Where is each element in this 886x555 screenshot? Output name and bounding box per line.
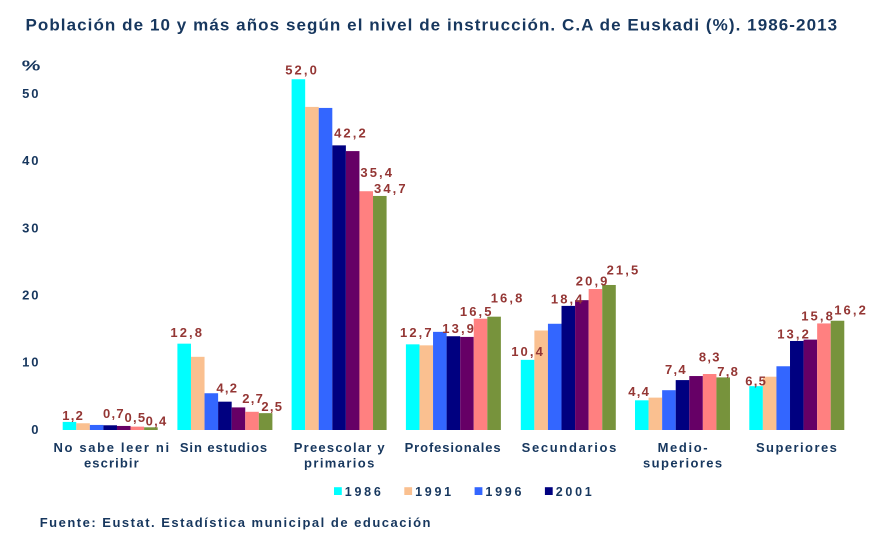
- svg-text:50: 50: [22, 86, 38, 101]
- svg-text:30: 30: [22, 220, 38, 235]
- svg-text:4,4: 4,4: [628, 384, 649, 399]
- svg-text:0,5: 0,5: [125, 410, 146, 425]
- svg-text:16,5: 16,5: [460, 304, 492, 319]
- svg-text:21,5: 21,5: [607, 263, 639, 278]
- svg-text:Preescolar y: Preescolar y: [294, 440, 386, 455]
- svg-text:0: 0: [31, 422, 38, 437]
- svg-text:7,8: 7,8: [717, 364, 738, 379]
- svg-text:1,2: 1,2: [62, 408, 83, 423]
- svg-text:18,4: 18,4: [551, 291, 583, 306]
- svg-text:0,4: 0,4: [146, 413, 167, 428]
- svg-text:No sabe leer ni: No sabe leer ni: [53, 440, 169, 455]
- svg-text:0,7: 0,7: [103, 406, 124, 421]
- svg-text:10: 10: [22, 355, 38, 370]
- svg-text:Población de 10 y más años se: Población de 10 y más años según el nive…: [26, 16, 838, 35]
- svg-text:34,7: 34,7: [374, 181, 406, 196]
- svg-text:52,0: 52,0: [285, 63, 317, 78]
- svg-text:15,8: 15,8: [801, 309, 833, 324]
- svg-text:12,7: 12,7: [400, 325, 432, 340]
- svg-text:Superiores: Superiores: [756, 440, 837, 455]
- svg-text:42,2: 42,2: [334, 125, 366, 140]
- svg-text:20: 20: [22, 287, 38, 302]
- svg-text:4,2: 4,2: [216, 380, 237, 395]
- svg-text:16,2: 16,2: [834, 303, 866, 318]
- svg-text:40: 40: [22, 153, 38, 168]
- svg-text:2,7: 2,7: [242, 391, 263, 406]
- svg-text:%: %: [22, 58, 41, 75]
- svg-text:10,4: 10,4: [511, 344, 543, 359]
- svg-text:13,9: 13,9: [442, 321, 474, 336]
- svg-text:16,8: 16,8: [491, 291, 523, 306]
- svg-text:Medio-: Medio-: [658, 440, 708, 455]
- svg-text:Fuente: Eustat. Estadística mu: Fuente: Eustat. Estadística municipal de…: [40, 515, 431, 530]
- svg-text:13,2: 13,2: [777, 327, 809, 342]
- svg-text:Profesionales: Profesionales: [405, 440, 501, 455]
- svg-text:Sin estudios: Sin estudios: [180, 440, 267, 455]
- svg-text:8,3: 8,3: [699, 350, 720, 365]
- svg-text:12,8: 12,8: [170, 325, 202, 340]
- svg-text:35,4: 35,4: [360, 165, 392, 180]
- svg-text:6,5: 6,5: [745, 374, 766, 389]
- svg-text:Secundarios: Secundarios: [522, 440, 617, 455]
- svg-text:7,4: 7,4: [665, 362, 686, 377]
- svg-text:20,9: 20,9: [576, 273, 608, 288]
- svg-text:2,5: 2,5: [261, 399, 282, 414]
- svg-text:escribir: escribir: [84, 456, 139, 471]
- svg-text:primarios: primarios: [304, 456, 374, 471]
- svg-text:superiores: superiores: [643, 456, 722, 471]
